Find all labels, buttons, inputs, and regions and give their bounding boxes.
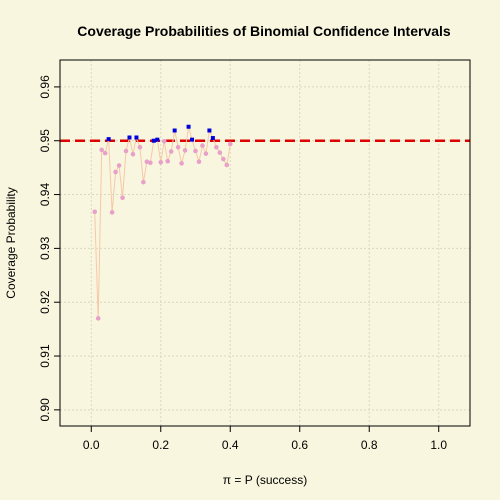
y-tick-label: 0.95 — [38, 129, 52, 153]
x-tick-label: 0.6 — [291, 438, 308, 452]
data-point — [158, 159, 164, 165]
data-point-above — [190, 137, 195, 142]
x-tick-label: 1.0 — [430, 438, 447, 452]
grid — [60, 60, 470, 426]
y-tick-label: 0.92 — [38, 290, 52, 314]
y-tick-label: 0.94 — [38, 183, 52, 207]
data-point — [165, 158, 171, 164]
x-tick-label: 0.2 — [152, 438, 169, 452]
data-point — [217, 150, 223, 155]
x-tick-label: 0.8 — [361, 438, 378, 452]
y-tick-label: 0.96 — [38, 75, 52, 99]
data-point — [179, 161, 184, 166]
data-point-above — [155, 137, 160, 142]
data-point — [221, 156, 226, 162]
y-tick-label: 0.90 — [38, 398, 52, 422]
series-line — [94, 126, 231, 319]
data-point — [99, 147, 104, 153]
data-point — [182, 148, 188, 153]
data-point — [224, 162, 230, 168]
data-point — [144, 159, 150, 165]
data-point — [95, 316, 101, 321]
data-point — [102, 150, 108, 156]
data-point — [203, 151, 209, 156]
data-point-above — [151, 138, 156, 143]
data-point — [214, 144, 219, 150]
data-point-above — [207, 128, 212, 133]
data-point — [175, 144, 181, 150]
data-point — [120, 195, 125, 201]
x-tick-label: 0.4 — [222, 438, 239, 452]
chart-title: Coverage Probabilities of Binomial Confi… — [77, 23, 451, 39]
y-tick-label: 0.93 — [38, 236, 52, 260]
y-axis-label: Coverage Probability — [4, 187, 18, 298]
x-axis-label: π = P (success) — [223, 473, 307, 487]
data-point — [92, 209, 98, 215]
x-axis: 0.0 0.2 0.4 0.6 0.8 1.0 — [83, 426, 447, 452]
data-point — [116, 163, 122, 168]
data-point-above — [106, 137, 111, 142]
data-point — [130, 151, 136, 157]
data-point — [109, 210, 115, 215]
y-tick-label: 0.91 — [38, 344, 52, 368]
data-points — [92, 124, 233, 321]
data-point — [141, 179, 146, 185]
data-point — [113, 169, 118, 175]
data-point-above — [127, 135, 132, 140]
data-point — [161, 138, 167, 144]
data-point — [123, 148, 129, 154]
data-point-above — [210, 136, 215, 141]
data-point — [196, 159, 202, 165]
data-point-above — [172, 128, 177, 133]
plot-frame — [59, 59, 471, 427]
data-point — [227, 141, 233, 147]
y-axis: 0.90 0.91 0.92 0.93 0.94 0.95 0.96 — [38, 75, 60, 422]
data-point — [200, 143, 205, 148]
data-point-above — [134, 135, 139, 140]
x-tick-label: 0.0 — [83, 438, 100, 452]
data-point — [168, 149, 174, 154]
data-point-above — [186, 124, 191, 129]
data-point — [137, 144, 143, 150]
data-point — [148, 160, 153, 166]
data-point — [193, 148, 198, 154]
